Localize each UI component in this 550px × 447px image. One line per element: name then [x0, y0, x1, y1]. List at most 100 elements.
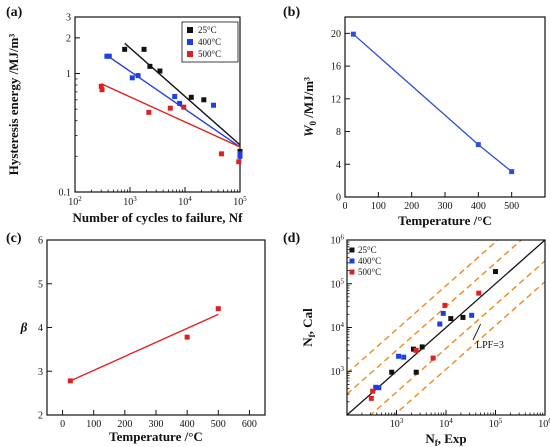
panel-label-d: (d)	[283, 231, 300, 246]
data-point-b	[350, 31, 356, 37]
data-point-a	[146, 109, 152, 115]
data-point-a	[237, 151, 243, 157]
data-point-d	[476, 290, 482, 296]
y-tick-label-b: 16	[331, 62, 341, 73]
data-point-a	[141, 46, 147, 52]
x-tick-label-a: 104	[178, 195, 192, 208]
x-axis-label-a: Number of cycles to failure, Nf	[73, 210, 244, 225]
data-point-d	[469, 312, 475, 318]
panel-label-b: (b)	[283, 5, 300, 20]
y-tick-label-b: 0	[336, 193, 341, 204]
legend-label-a: 500°C	[198, 49, 221, 59]
x-tick-label-c: 200	[117, 419, 132, 430]
data-point-d	[413, 347, 419, 353]
x-tick-label-a: 105	[233, 195, 247, 208]
data-point-a	[201, 97, 207, 103]
y-axis-label-b: W0 /MJ/m³	[301, 77, 318, 137]
data-point-b	[475, 142, 481, 148]
data-point-d	[493, 269, 498, 275]
legend-marker-a	[187, 51, 193, 57]
x-tick-label-b: 300	[438, 201, 453, 212]
fit-line-a	[100, 83, 241, 148]
data-point-a	[157, 68, 163, 74]
lines-d	[347, 240, 545, 415]
x-tick-label-d: 103	[390, 417, 404, 430]
data-point-d	[460, 314, 466, 320]
annotation-leader-d	[472, 323, 482, 341]
data-point-a	[98, 83, 104, 89]
y-tick-label-a: 1	[66, 69, 71, 80]
x-tick-label-d: 106	[538, 417, 550, 430]
data-point-a	[106, 53, 112, 59]
upper-band2-d	[347, 240, 499, 374]
x-tick-label-b: 0	[343, 201, 348, 212]
data-point-c	[184, 334, 190, 340]
x-axis-label-d: Nf, Exp	[425, 431, 466, 447]
data-point-d	[442, 302, 448, 308]
y-tick-label-d: 104	[331, 321, 345, 334]
plot-frame-b	[344, 16, 546, 198]
y-tick-label-a: 0.1	[59, 188, 72, 199]
y-tick-label-a: 3	[66, 13, 71, 24]
x-tick-label-c: 500	[211, 419, 226, 430]
x-tick-label-b: 400	[471, 201, 486, 212]
legend-marker-d	[349, 269, 355, 275]
data-point-d	[419, 344, 425, 350]
y-axis-label-c: β	[20, 320, 28, 335]
legend-marker-a	[187, 39, 193, 45]
plot-frame-c	[46, 239, 266, 416]
y-tick-label-b: 4	[336, 160, 341, 171]
x-axis-label-c: Temperature /°C	[109, 429, 203, 444]
data-point-d	[440, 310, 446, 316]
data-point-a	[211, 102, 217, 108]
y-tick-label-c: 5	[38, 279, 43, 290]
legend-label-a: 400°C	[198, 37, 221, 47]
data-point-a	[147, 63, 153, 69]
data-point-d	[413, 369, 419, 375]
y-axis-label-a: Hysteresis energy /MJ/m³	[6, 34, 21, 176]
legend-label-d: 25°C	[358, 245, 377, 255]
y-tick-label-d: 106	[331, 234, 345, 247]
y-tick-label-b: 12	[331, 94, 341, 105]
data-point-d	[401, 354, 407, 360]
y-tick-label-b: 8	[336, 127, 341, 138]
y-tick-label-c: 4	[38, 323, 43, 334]
x-tick-label-b: 200	[404, 201, 419, 212]
legend-label-d: 500°C	[358, 267, 381, 277]
fit-line-a	[107, 55, 241, 148]
x-axis-label-b: Temperature /°C	[398, 213, 492, 228]
data-point-a	[177, 100, 183, 106]
x-tick-label-c: 600	[242, 419, 257, 430]
data-point-a	[188, 94, 194, 100]
data-point-a	[135, 73, 141, 79]
data-point-b	[509, 169, 515, 175]
data-point-c	[215, 306, 221, 312]
data-point-a	[181, 104, 187, 110]
data-point-a	[236, 159, 242, 165]
data-point-a	[237, 153, 243, 159]
x-tick-label-b: 100	[371, 201, 386, 212]
y-tick-label-c: 3	[38, 367, 43, 378]
data-point-a	[167, 105, 173, 111]
lower-band-d	[369, 260, 545, 415]
lower-band2-d	[393, 281, 545, 415]
data-point-d	[370, 388, 376, 394]
y-tick-label-d: 103	[331, 365, 345, 378]
data-point-d	[376, 385, 382, 391]
plot-frame-a	[74, 16, 241, 193]
data-point-c	[67, 378, 73, 384]
series-line-b	[352, 33, 513, 173]
x-tick-label-c: 0	[60, 419, 65, 430]
panel-label-a: (a)	[6, 5, 23, 20]
data-point-a	[122, 46, 128, 52]
data-point-a	[218, 151, 224, 157]
x-tick-label-b: 500	[504, 201, 519, 212]
panel-label-c: (c)	[6, 231, 22, 246]
x-tick-label-c: 100	[86, 419, 101, 430]
data-point-d	[410, 346, 416, 352]
x-tick-label-c: 400	[180, 419, 195, 430]
data-point-a	[129, 75, 135, 81]
y-tick-label-d: 105	[331, 277, 345, 290]
x-tick-label-a: 102	[68, 195, 82, 208]
y-tick-label-a: 2	[66, 33, 71, 44]
